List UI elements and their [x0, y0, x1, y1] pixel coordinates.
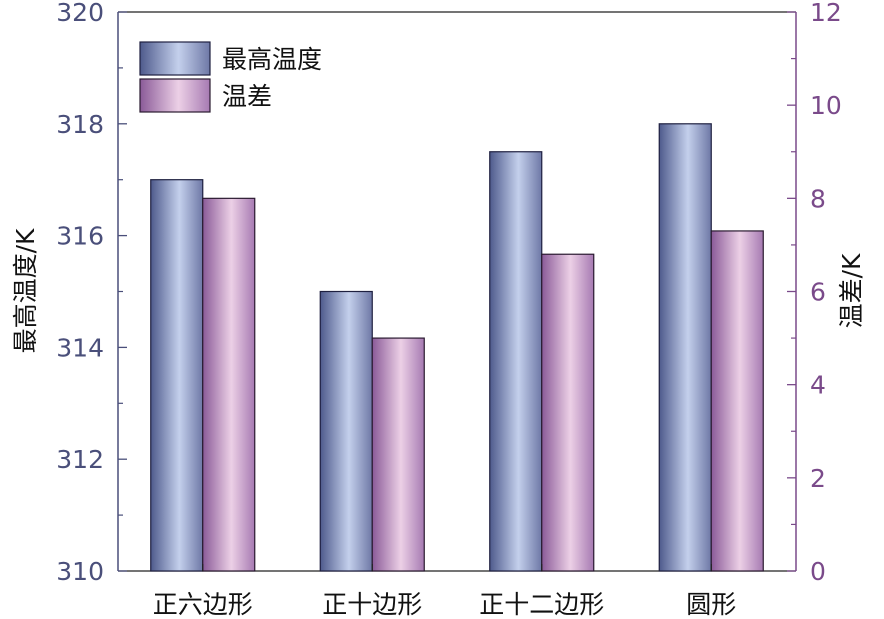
bar-temperature-difference	[371, 337, 425, 572]
right-axis-tick-label: 8	[810, 184, 826, 213]
bar-temperature-difference	[202, 197, 256, 572]
x-axis-category-label: 正十边形	[322, 590, 422, 619]
x-axis-category-label: 正六边形	[153, 590, 253, 619]
left-axis: 310 312 314 316 318 320	[56, 0, 127, 586]
bar-max-temperature	[658, 123, 712, 572]
bar-max-temperature	[150, 179, 204, 572]
legend-swatch	[139, 78, 211, 113]
bar-temperature-difference	[541, 253, 595, 572]
right-axis-tick-label: 0	[810, 557, 826, 586]
left-axis-tick-label: 310	[56, 557, 104, 586]
left-axis-tick-label: 318	[56, 110, 104, 139]
right-axis-tick-label: 12	[810, 0, 842, 27]
x-axis-category-label: 正十二边形	[479, 590, 604, 619]
right-axis-tick-label: 4	[810, 371, 826, 400]
bar-temperature-difference	[710, 230, 764, 572]
legend-label: 最高温度	[222, 45, 322, 74]
left-axis-title: 最高温度/K	[11, 228, 40, 353]
right-axis-tick-label: 2	[810, 464, 826, 493]
left-axis-tick-label: 316	[56, 222, 104, 251]
bar-max-temperature	[319, 290, 373, 572]
left-axis-tick-label: 314	[56, 333, 104, 362]
left-axis-tick-label: 320	[56, 0, 104, 27]
bars	[150, 123, 764, 572]
legend-swatch	[139, 41, 211, 76]
right-axis-title: 温差/K	[837, 253, 866, 328]
x-axis: 正六边形 正十边形 正十二边形 圆形	[153, 564, 736, 619]
bar-max-temperature	[489, 151, 543, 572]
x-axis-category-label: 圆形	[686, 590, 736, 619]
left-axis-tick-label: 312	[56, 445, 104, 474]
legend-label: 温差	[222, 82, 272, 111]
right-axis-tick-label: 10	[810, 91, 842, 120]
right-axis: 0 2 4 6 8 10 12	[787, 0, 842, 586]
right-axis-tick-label: 6	[810, 278, 826, 307]
